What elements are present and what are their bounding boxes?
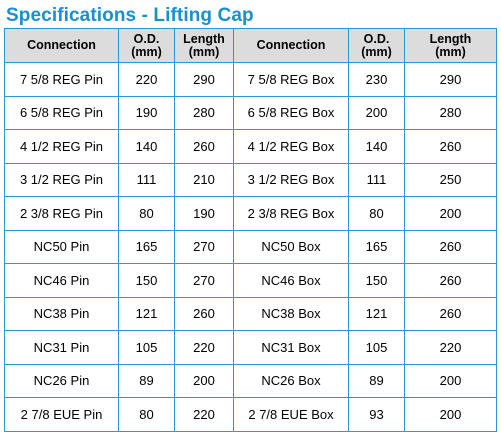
box-connection-cell: NC46 Box [233,263,349,298]
pin-connection-cell: 2 7/8 EUE Pin [4,397,119,432]
pin-od-cell: 111 [118,162,175,197]
box-length-cell: 290 [404,62,497,97]
table-row: NC31 Pin 105 220 NC31 Box 105 220 [4,330,497,365]
table-row: NC46 Pin 150 270 NC46 Box 150 260 [4,263,497,298]
box-connection-cell: NC26 Box [233,363,349,398]
pin-length-cell: 260 [174,129,234,164]
box-length-cell: 260 [404,129,497,164]
pin-od-cell: 89 [118,363,175,398]
box-od-cell: 121 [348,296,405,331]
box-length-cell: 200 [404,363,497,398]
box-connection-cell: 2 3/8 REG Box [233,196,349,231]
pin-length-cell: 280 [174,95,234,130]
box-connection-cell: NC50 Box [233,229,349,264]
pin-connection-cell: 4 1/2 REG Pin [4,129,119,164]
header-od-label: O.D. [133,31,160,46]
header-length-box: Length (mm) [404,28,497,63]
pin-connection-cell: 3 1/2 REG Pin [4,162,119,197]
pin-length-cell: 200 [174,363,234,398]
box-od-cell: 89 [348,363,405,398]
pin-connection-cell: 7 5/8 REG Pin [4,62,119,97]
box-connection-cell: 6 5/8 REG Box [233,95,349,130]
box-length-cell: 200 [404,397,497,432]
pin-connection-cell: NC26 Pin [4,363,119,398]
box-connection-cell: NC38 Box [233,296,349,331]
pin-od-cell: 140 [118,129,175,164]
pin-connection-cell: NC31 Pin [4,330,119,365]
box-connection-cell: NC31 Box [233,330,349,365]
box-length-cell: 220 [404,330,497,365]
box-connection-cell: 2 7/8 EUE Box [233,397,349,432]
pin-connection-cell: NC46 Pin [4,263,119,298]
pin-length-cell: 220 [174,397,234,432]
pin-length-cell: 270 [174,263,234,298]
pin-length-cell: 290 [174,62,234,97]
pin-length-cell: 260 [174,296,234,331]
pin-od-cell: 80 [118,397,175,432]
box-od-cell: 140 [348,129,405,164]
table-row: 4 1/2 REG Pin 140 260 4 1/2 REG Box 140 … [4,129,497,164]
header-od-unit: (mm) [131,44,162,59]
pin-connection-cell: NC38 Pin [4,296,119,331]
box-od-cell: 150 [348,263,405,298]
header-od-label: O.D. [363,31,390,46]
pin-od-cell: 165 [118,229,175,264]
table-row: 3 1/2 REG Pin 111 210 3 1/2 REG Box 111 … [4,162,497,197]
header-connection-box: Connection [233,28,349,63]
box-od-cell: 200 [348,95,405,130]
pin-length-cell: 210 [174,162,234,197]
pin-od-cell: 220 [118,62,175,97]
table-row: NC50 Pin 165 270 NC50 Box 165 260 [4,229,497,264]
box-od-cell: 165 [348,229,405,264]
header-od-unit: (mm) [361,44,392,59]
header-length-label: Length [429,31,472,46]
table-row: 2 7/8 EUE Pin 80 220 2 7/8 EUE Box 93 20… [4,397,497,432]
pin-od-cell: 121 [118,296,175,331]
box-od-cell: 111 [348,162,405,197]
pin-connection-cell: 2 3/8 REG Pin [4,196,119,231]
pin-od-cell: 105 [118,330,175,365]
header-length-unit: (mm) [188,44,220,59]
header-od-box: O.D. (mm) [348,28,405,63]
pin-connection-cell: NC50 Pin [4,229,119,264]
box-od-cell: 230 [348,62,405,97]
box-length-cell: 250 [404,162,497,197]
header-od-pin: O.D. (mm) [118,28,175,63]
pin-connection-cell: 6 5/8 REG Pin [4,95,119,130]
table-row: 7 5/8 REG Pin 220 290 7 5/8 REG Box 230 … [4,62,497,97]
box-connection-cell: 4 1/2 REG Box [233,129,349,164]
box-length-cell: 260 [404,296,497,331]
box-length-cell: 280 [404,95,497,130]
table-row: NC26 Pin 89 200 NC26 Box 89 200 [4,363,497,398]
pin-length-cell: 270 [174,229,234,264]
box-connection-cell: 3 1/2 REG Box [233,162,349,197]
box-length-cell: 260 [404,263,497,298]
pin-od-cell: 190 [118,95,175,130]
header-length-unit: (mm) [435,44,466,59]
table-row: NC38 Pin 121 260 NC38 Box 121 260 [4,296,497,331]
box-connection-cell: 7 5/8 REG Box [233,62,349,97]
page-title: Specifications - Lifting Cap [6,5,254,26]
table-row: 6 5/8 REG Pin 190 280 6 5/8 REG Box 200 … [4,95,497,130]
pin-od-cell: 150 [118,263,175,298]
header-connection-pin: Connection [4,28,119,63]
pin-od-cell: 80 [118,196,175,231]
table-header-row: Connection O.D. (mm) Length (mm) Connect… [4,28,497,63]
box-od-cell: 80 [348,196,405,231]
box-od-cell: 93 [348,397,405,432]
header-length-pin: Length (mm) [174,28,234,63]
pin-length-cell: 220 [174,330,234,365]
pin-length-cell: 190 [174,196,234,231]
box-length-cell: 200 [404,196,497,231]
box-length-cell: 260 [404,229,497,264]
table-row: 2 3/8 REG Pin 80 190 2 3/8 REG Box 80 20… [4,196,497,231]
box-od-cell: 105 [348,330,405,365]
header-length-label: Length [183,31,225,46]
specifications-table: Connection O.D. (mm) Length (mm) Connect… [4,28,497,432]
